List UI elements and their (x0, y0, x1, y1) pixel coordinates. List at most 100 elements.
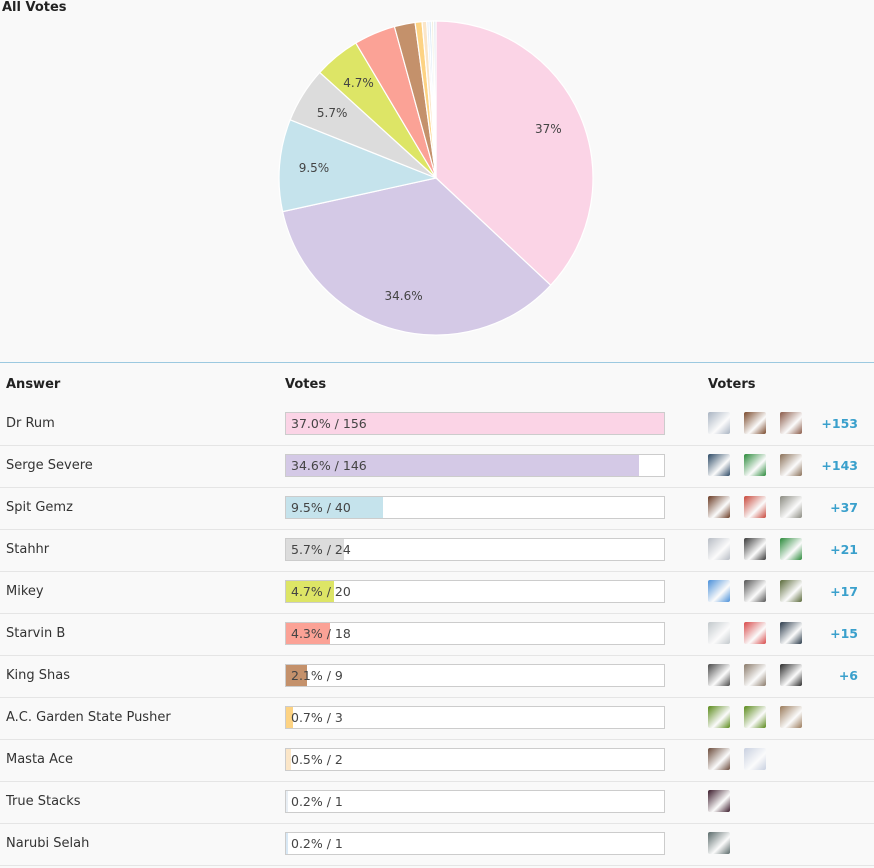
divider (0, 362, 874, 363)
answer-label: Narubi Selah (6, 836, 90, 851)
answer-label: Spit Gemz (6, 500, 73, 515)
voter-avatar[interactable] (708, 580, 730, 602)
vote-bar-fill (286, 707, 294, 728)
table-row: Dr Rum 37.0% / 156 +153 (0, 404, 874, 446)
vote-bar: 37.0% / 156 (285, 412, 665, 435)
vote-bar-label: 0.2% / 1 (291, 836, 343, 851)
vote-bar-label: 4.3% / 18 (291, 626, 351, 641)
vote-bar-fill (286, 539, 345, 560)
vote-bar-label: 0.2% / 1 (291, 794, 343, 809)
vote-bar: 9.5% / 40 (285, 496, 665, 519)
table-row: Spit Gemz 9.5% / 40 +37 (0, 488, 874, 530)
table-row: Starvin B 4.3% / 18 +15 (0, 614, 874, 656)
slice-label: 9.5% (299, 161, 330, 175)
vote-bar-fill (286, 413, 664, 434)
voter-avatar[interactable] (744, 538, 766, 560)
answer-label: Dr Rum (6, 416, 55, 431)
answer-label: A.C. Garden State Pusher (6, 710, 171, 725)
vote-bar-label: 9.5% / 40 (291, 500, 351, 515)
voter-avatar[interactable] (744, 454, 766, 476)
table-row: Masta Ace 0.5% / 2 (0, 740, 874, 782)
voter-avatar[interactable] (708, 454, 730, 476)
pie-slice[interactable] (278, 119, 439, 213)
answer-label: Mikey (6, 584, 44, 599)
table-row: A.C. Garden State Pusher 0.7% / 3 (0, 698, 874, 740)
voter-avatar[interactable] (780, 622, 802, 644)
vote-bar: 5.7% / 24 (285, 538, 665, 561)
slice-label: 34.6% (385, 289, 423, 303)
slice-label: 5.7% (317, 106, 348, 120)
vote-bar-fill (286, 455, 640, 476)
voter-avatar[interactable] (744, 496, 766, 518)
vote-bar: 0.7% / 3 (285, 706, 665, 729)
table-row: True Stacks 0.2% / 1 (0, 782, 874, 824)
pie-slice[interactable] (433, 20, 437, 179)
header-voters: Voters (708, 377, 756, 392)
table-row: Mikey 4.7% / 20 +17 (0, 572, 874, 614)
voter-avatar[interactable] (744, 748, 766, 770)
header-answer: Answer (6, 377, 61, 392)
vote-bar-label: 0.5% / 2 (291, 752, 343, 767)
answer-label: Stahhr (6, 542, 50, 557)
voter-avatar[interactable] (780, 454, 802, 476)
more-voters-link[interactable]: +21 (830, 542, 858, 557)
answer-label: King Shas (6, 668, 70, 683)
vote-bar-label: 34.6% / 146 (291, 458, 367, 473)
voter-avatar[interactable] (780, 706, 802, 728)
voter-avatar[interactable] (708, 412, 730, 434)
vote-bar-label: 2.1% / 9 (291, 668, 343, 683)
vote-bar: 2.1% / 9 (285, 664, 665, 687)
vote-bar-fill (286, 581, 335, 602)
vote-bar: 0.5% / 2 (285, 748, 665, 771)
voter-avatar[interactable] (780, 664, 802, 686)
vote-bar-label: 4.7% / 20 (291, 584, 351, 599)
voter-avatar[interactable] (708, 538, 730, 560)
vote-bar-label: 5.7% / 24 (291, 542, 351, 557)
voter-avatar[interactable] (780, 538, 802, 560)
results-table: Answer Votes Voters Dr Rum 37.0% / 156 +15… (0, 364, 874, 866)
voter-avatar[interactable] (708, 664, 730, 686)
voter-avatar[interactable] (744, 580, 766, 602)
vote-bar-fill (286, 749, 292, 770)
vote-bar: 0.2% / 1 (285, 790, 665, 813)
pie-slice[interactable] (281, 177, 552, 336)
voter-avatar[interactable] (708, 748, 730, 770)
table-row: King Shas 2.1% / 9 +6 (0, 656, 874, 698)
voter-avatar[interactable] (744, 664, 766, 686)
voter-avatar[interactable] (780, 412, 802, 434)
table-header: Answer Votes Voters (0, 364, 874, 404)
more-voters-link[interactable]: +153 (821, 416, 858, 431)
slice-label: 37% (535, 122, 562, 136)
voter-avatar[interactable] (708, 706, 730, 728)
more-voters-link[interactable]: +15 (830, 626, 858, 641)
vote-bar: 4.7% / 20 (285, 580, 665, 603)
voter-avatar[interactable] (780, 580, 802, 602)
chart-title: All Votes (2, 0, 67, 15)
vote-bar-fill (286, 665, 308, 686)
voter-avatar[interactable] (780, 496, 802, 518)
vote-bar-fill (286, 833, 289, 854)
vote-bar-fill (286, 497, 384, 518)
pie-slice[interactable] (435, 20, 594, 287)
voter-avatar[interactable] (744, 622, 766, 644)
table-body: Dr Rum 37.0% / 156 +153 Serge Severe 34.6% /… (0, 404, 874, 866)
vote-bar: 4.3% / 18 (285, 622, 665, 645)
voter-avatar[interactable] (744, 706, 766, 728)
slice-label: 4.7% (343, 76, 374, 90)
voter-avatar[interactable] (708, 790, 730, 812)
more-voters-link[interactable]: +143 (821, 458, 858, 473)
voter-avatar[interactable] (708, 832, 730, 854)
vote-bar-fill (286, 623, 330, 644)
chart-panel: All Votes 37% 34.6% 9.5% 5.7% 4.7% (0, 0, 874, 362)
voter-avatar[interactable] (708, 622, 730, 644)
table-row: Serge Severe 34.6% / 146 +143 (0, 446, 874, 488)
table-row: Stahhr 5.7% / 24 +21 (0, 530, 874, 572)
answer-label: Starvin B (6, 626, 66, 641)
more-voters-link[interactable]: +37 (830, 500, 858, 515)
voter-avatar[interactable] (744, 412, 766, 434)
table-row: Narubi Selah 0.2% / 1 (0, 824, 874, 866)
more-voters-link[interactable]: +17 (830, 584, 858, 599)
more-voters-link[interactable]: +6 (838, 668, 858, 683)
voter-avatar[interactable] (708, 496, 730, 518)
vote-bar-fill (286, 791, 289, 812)
